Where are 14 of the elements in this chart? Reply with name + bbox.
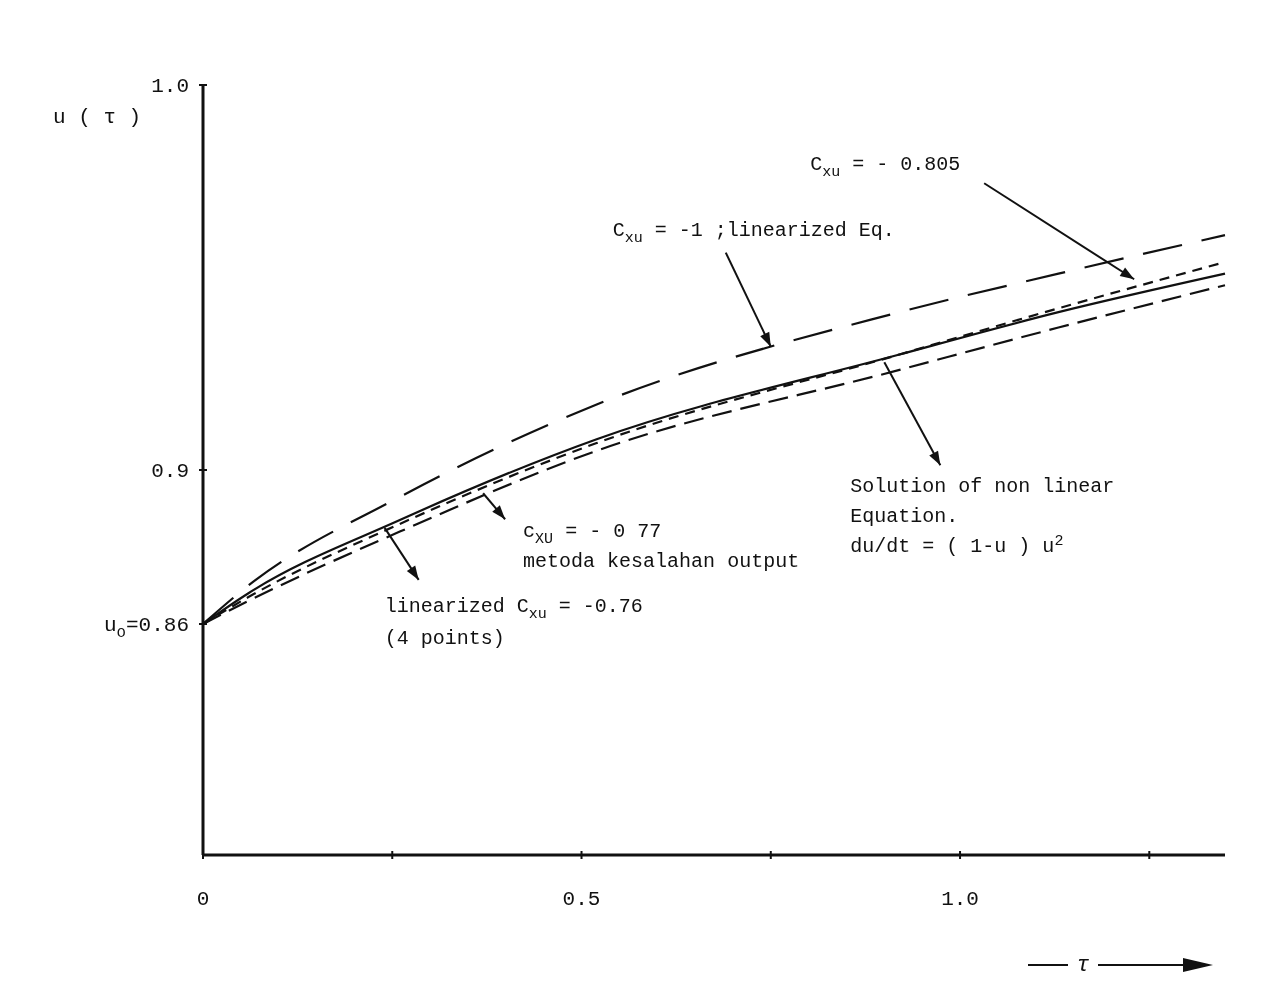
x-tick-label: 1.0 bbox=[941, 888, 979, 911]
y-tick-label: 1.0 bbox=[151, 75, 189, 98]
annotation: C$_{xu}$ = -1 ;linearized Eq. bbox=[612, 218, 895, 247]
x-tick-label: 0 bbox=[196, 888, 210, 911]
y-tick-label: 0.9 bbox=[151, 460, 189, 483]
annotation: C$_{xu}$ = - 0.805 bbox=[810, 153, 961, 182]
annotation: (4 points) bbox=[384, 626, 505, 650]
y-axis-title: u ( τ ) bbox=[53, 106, 142, 129]
x-axis-title: τ bbox=[1076, 953, 1090, 978]
x-tick-label: 0.5 bbox=[562, 888, 601, 911]
annotation: c$_{XU}$ = - 0 77 metoda kesalahan output bbox=[523, 520, 800, 574]
annotation: Solution of non linear Equation. du/dt = ( 1-u ) u$^{2}$ bbox=[850, 475, 1115, 559]
annotation: linearized C$_{xu}$ = -0.76 bbox=[384, 594, 643, 623]
y-tick-label: u$_{o}$=0.86 bbox=[103, 614, 189, 643]
